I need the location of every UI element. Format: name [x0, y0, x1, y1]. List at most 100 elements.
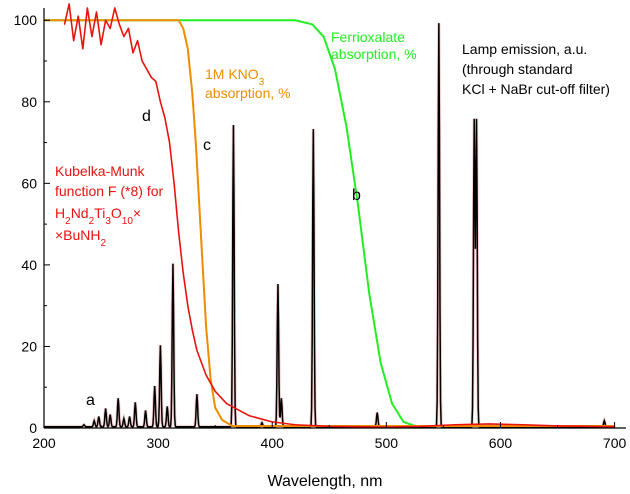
kubelka-point — [73, 40, 75, 42]
kubelka-point — [205, 374, 207, 376]
kno3-point — [198, 203, 200, 205]
formula-part: O — [111, 205, 122, 221]
kubelka-point — [82, 48, 84, 50]
kubelka-point — [248, 415, 251, 417]
kubelka-formula: H2Nd2Ti3O10× — [55, 205, 141, 227]
curve-letter-b: b — [352, 187, 361, 204]
x-axis-title: Wavelength, nm — [267, 473, 382, 490]
kubelka-point — [168, 141, 171, 144]
curve-letter-d: d — [142, 108, 151, 125]
kno3-point — [202, 264, 204, 266]
kno3-label-line1: 1M KNO3 — [205, 66, 265, 88]
x-tick-label: 500 — [375, 435, 399, 451]
kubelka-point — [77, 15, 79, 17]
formula-part: 3 — [105, 216, 111, 227]
ferrioxalate-point — [345, 125, 348, 127]
kubelka-point — [294, 424, 296, 426]
curve-letter-a: a — [86, 392, 95, 409]
kubelka-point — [200, 362, 203, 364]
kubelka-point — [191, 329, 193, 331]
x-tick-label: 200 — [32, 435, 56, 451]
kno3-point — [221, 419, 223, 421]
kubelka-point — [488, 423, 490, 425]
y-tick-label: 100 — [14, 12, 38, 28]
kno3-point — [187, 48, 189, 50]
ferrioxalate-point — [357, 203, 359, 205]
kno3-label-subscript: 3 — [259, 77, 265, 88]
kubelka-point — [220, 396, 222, 399]
kno3-label-main: 1M KNO — [205, 66, 259, 82]
ferrioxalate-label-line1: Ferrioxalate — [331, 29, 405, 45]
kubelka-point — [164, 117, 166, 119]
ferrioxalate-point — [311, 23, 313, 25]
x-tick-label: 700 — [603, 435, 627, 451]
kubelka-point — [182, 272, 184, 274]
formula2-part: 2 — [101, 238, 107, 249]
y-tick-label: 40 — [21, 257, 37, 273]
kubelka-point — [95, 11, 98, 13]
kubelka-point — [105, 19, 107, 21]
kubelka-point — [522, 424, 524, 426]
x-tick-label: 300 — [146, 435, 170, 451]
lamp-label-line3: KCl + NaBr cut-off filter) — [462, 81, 610, 97]
x-tick-label: 600 — [489, 435, 513, 451]
kno3-point — [182, 27, 184, 29]
formula-part: 2 — [65, 216, 71, 227]
ferrioxalate-point — [368, 292, 370, 295]
kubelka-point — [225, 402, 228, 405]
kubelka-point — [136, 40, 139, 42]
kubelka-point — [68, 3, 70, 5]
kubelka-point — [100, 44, 102, 46]
formula-part: H — [55, 205, 65, 221]
ferrioxalate-point — [380, 362, 382, 364]
kubelka-line — [63, 3, 615, 428]
ferrioxalate-point — [294, 19, 296, 21]
lamp-label-line1: Lamp emission, a.u. — [462, 41, 587, 57]
formula-part: × — [133, 205, 141, 221]
kno3-point — [210, 378, 212, 380]
kubelka-point — [150, 76, 152, 78]
formula-part: Ti — [94, 205, 105, 221]
ferrioxalate-point — [334, 68, 336, 70]
kubelka-point — [362, 426, 365, 428]
kubelka-point — [173, 182, 175, 184]
formula-part: Nd — [71, 205, 89, 221]
kubelka-formula-line2: ×BuNH2 — [55, 227, 107, 249]
kubelka-point — [86, 7, 88, 9]
formula-part: 10 — [122, 216, 134, 227]
kno3-point — [205, 325, 207, 327]
kubelka-point — [63, 23, 66, 25]
kubelka-label-line1: Kubelka-Munk — [55, 163, 145, 179]
kubelka-label-line2: function F (*8) for — [55, 183, 163, 199]
ferrioxalate-point — [391, 402, 393, 405]
kubelka-point — [196, 349, 198, 352]
ferrioxalate-point — [322, 35, 325, 38]
kno3-point — [178, 19, 180, 21]
kubelka-point — [237, 409, 239, 411]
ferrioxalate-point — [402, 421, 405, 423]
y-tick-label: 20 — [21, 338, 37, 354]
kubelka-point — [214, 390, 216, 392]
formula-part: 2 — [89, 216, 95, 227]
axes: 200 300 400 500 600 700 0 20 40 60 80 100 Wavelength… — [14, 8, 627, 490]
kubelka-point — [141, 60, 143, 62]
kno3-line — [44, 19, 615, 427]
kubelka-point — [132, 52, 134, 54]
kubelka-point — [187, 305, 189, 307]
kubelka-point — [419, 425, 422, 427]
kubelka-point — [591, 425, 593, 427]
kubelka-point — [118, 23, 120, 25]
y-tick-label: 80 — [21, 94, 37, 110]
x-tick-label: 400 — [261, 435, 285, 451]
kno3-label-line2: absorption, % — [205, 85, 291, 101]
kubelka-point — [178, 231, 180, 233]
formula2-part: ×BuNH — [55, 227, 101, 243]
y-tick-label: 0 — [29, 420, 37, 436]
kno3-point — [195, 141, 197, 144]
kubelka-point — [127, 27, 130, 29]
lamp-label-line2: (through standard — [462, 61, 573, 77]
kubelka-point — [123, 35, 125, 38]
kno3-point — [214, 407, 216, 409]
kubelka-point — [454, 424, 456, 426]
